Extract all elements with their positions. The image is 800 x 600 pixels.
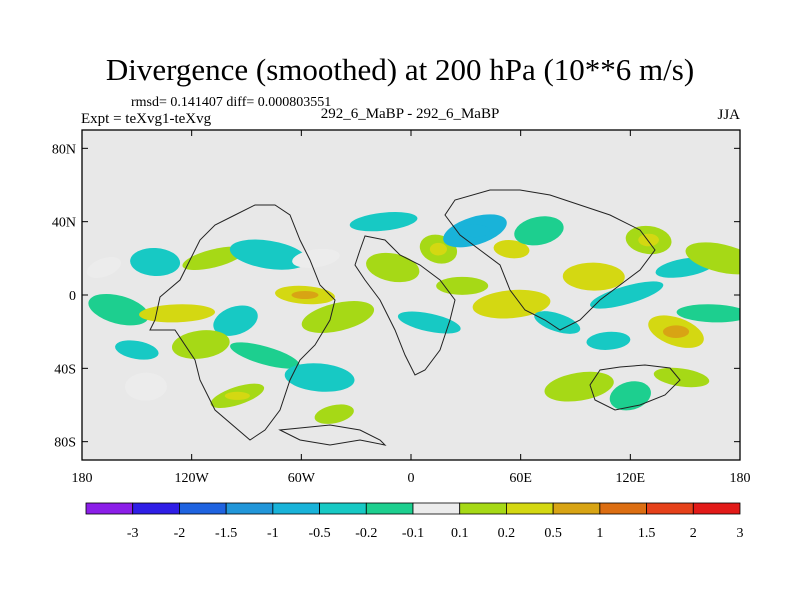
colorbar-label: -3: [127, 526, 139, 541]
experiment-label: Expt = teXvg1-teXvg: [81, 111, 212, 127]
colorbar-swatch: [599, 502, 647, 515]
coastline: [589, 364, 681, 411]
y-tick-label: 80S: [54, 436, 76, 451]
contour-regions: [86, 212, 740, 424]
y-tick-label: 40N: [52, 216, 76, 231]
colorbar-label: -0.1: [402, 526, 424, 541]
x-tick-label: 120E: [616, 471, 646, 486]
divergence-core: [429, 242, 447, 256]
divergence-core: [291, 290, 319, 300]
colorbar-label: -0.2: [355, 526, 377, 541]
divergence-region: [213, 305, 258, 336]
chart-title: Divergence (smoothed) at 200 hPa (10**6 …: [105, 52, 695, 87]
x-tick-label: 120W: [175, 471, 210, 486]
coastline: [444, 189, 656, 331]
divergence-region: [514, 216, 564, 246]
comparison-label: 292_6_MaBP - 292_6_MaBP: [320, 106, 500, 122]
colorbar-label: -2: [174, 526, 186, 541]
colorbar-label: 1: [596, 526, 603, 541]
y-tick-label: 40S: [54, 362, 76, 377]
colorbar-swatch: [85, 502, 134, 515]
divergence-core: [662, 325, 690, 338]
divergence-region: [366, 252, 420, 283]
x-tick-label: 180: [730, 471, 751, 486]
colorbar-label: 0.1: [451, 526, 469, 541]
coastline: [149, 204, 336, 441]
colorbar-swatch: [692, 502, 741, 515]
divergence-region: [115, 340, 159, 360]
x-tick-label: 0: [408, 471, 415, 486]
divergence-region: [314, 404, 354, 424]
divergence-region: [653, 367, 710, 388]
stats-label: rmsd= 0.141407 diff= 0.000803551: [131, 95, 332, 110]
divergence-core: [503, 245, 520, 254]
colorbar-swatch: [365, 502, 414, 515]
colorbar-swatch: [412, 502, 461, 515]
divergence-region: [609, 381, 651, 411]
season-label: JJA: [717, 107, 740, 123]
colorbar-swatch: [319, 502, 367, 515]
divergence-region: [171, 330, 230, 359]
divergence-region: [292, 248, 340, 268]
divergence-core: [159, 309, 195, 318]
divergence-region: [301, 301, 375, 333]
divergence-region: [436, 276, 489, 295]
divergence-region: [586, 331, 631, 350]
y-tick-label: 80N: [52, 142, 76, 157]
colorbar-swatch: [132, 502, 180, 515]
colorbar-label: 2: [690, 526, 697, 541]
divergence-region: [590, 281, 664, 309]
colorbar-label: 0.5: [544, 526, 562, 541]
divergence-region: [86, 257, 122, 278]
x-tick-label: 180: [72, 471, 93, 486]
coastline: [354, 235, 456, 376]
divergence-region: [534, 311, 581, 334]
colorbar-swatch: [272, 502, 320, 515]
coastline: [278, 424, 387, 446]
colorbar-swatch: [225, 502, 274, 515]
divergence-region: [229, 239, 308, 270]
colorbar-swatch: [459, 502, 507, 515]
divergence-core: [224, 391, 250, 400]
divergence-region: [544, 371, 614, 402]
colorbar-swatch: [552, 502, 601, 515]
y-tick-label: 0: [69, 289, 76, 304]
colorbar-swatch: [646, 502, 694, 515]
divergence-region: [397, 311, 461, 334]
divergence-region: [182, 246, 245, 271]
divergence-region: [284, 363, 355, 392]
colorbar-swatch: [179, 502, 227, 515]
divergence-region: [676, 304, 740, 323]
colorbar-label: -1.5: [215, 526, 237, 541]
divergence-region: [349, 212, 418, 232]
divergence-core: [460, 224, 490, 238]
x-tick-label: 60E: [509, 471, 532, 486]
divergence-region: [88, 293, 149, 326]
colorbar-label: 0.2: [498, 526, 516, 541]
divergence-region: [124, 372, 167, 401]
colorbar-label: 3: [737, 526, 744, 541]
colorbar-label: -0.5: [308, 526, 330, 541]
colorbar-label: -1: [267, 526, 279, 541]
colorbar-swatch: [506, 502, 554, 515]
x-tick-label: 60W: [288, 471, 316, 486]
divergence-core: [638, 233, 659, 247]
divergence-region: [130, 247, 181, 277]
divergence-core: [579, 270, 608, 283]
divergence-core: [493, 297, 530, 311]
colorbar-label: 1.5: [638, 526, 656, 541]
divergence-region: [230, 342, 300, 369]
